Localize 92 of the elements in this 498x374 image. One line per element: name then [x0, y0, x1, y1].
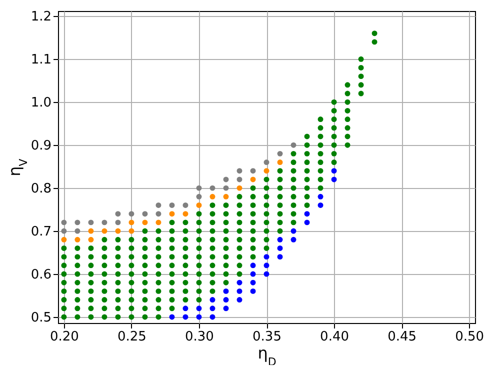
point [210, 306, 216, 312]
y-tick-label: 0.6 [30, 268, 52, 283]
point [88, 236, 94, 242]
y-tick-label: 1.2 [30, 10, 52, 25]
point [182, 211, 188, 217]
point [115, 228, 121, 234]
point [156, 211, 162, 217]
point [250, 262, 256, 268]
point [196, 306, 202, 312]
point [264, 254, 270, 260]
point [277, 245, 283, 251]
point [223, 176, 229, 182]
point [250, 288, 256, 294]
point [128, 211, 134, 217]
point [210, 194, 216, 200]
point [236, 176, 242, 182]
y-tick-label: 1.1 [30, 52, 52, 68]
point [196, 194, 202, 200]
point [74, 236, 80, 242]
point [210, 297, 216, 303]
y-tick-label: 0.9 [30, 138, 52, 154]
point [61, 220, 67, 226]
point [264, 160, 270, 166]
point [223, 306, 229, 312]
point [196, 185, 202, 191]
point [128, 220, 134, 226]
point [223, 297, 229, 303]
x-axis-title: η$_{D}$ [258, 344, 276, 368]
point [88, 220, 94, 226]
point [156, 202, 162, 208]
point [277, 236, 283, 242]
x-tick-label: 0.40 [320, 330, 349, 344]
point [182, 306, 188, 312]
point [196, 202, 202, 208]
point [277, 160, 283, 166]
point [156, 220, 162, 226]
point [290, 142, 296, 148]
point [290, 228, 296, 234]
y-tick-label: 0.7 [30, 224, 52, 240]
x-tick-label: 0.25 [117, 330, 146, 344]
point [236, 185, 242, 191]
point [318, 194, 324, 200]
point [142, 220, 148, 226]
point [115, 211, 121, 217]
point [277, 254, 283, 260]
point [264, 271, 270, 277]
point [169, 202, 175, 208]
point [169, 314, 175, 320]
x-tick-label: 0.35 [252, 330, 282, 344]
point [304, 211, 310, 217]
point [223, 288, 229, 294]
x-tick-label: 0.50 [455, 330, 484, 344]
point [102, 228, 108, 234]
point [142, 211, 148, 217]
point [61, 236, 67, 242]
point [102, 220, 108, 226]
point [331, 176, 337, 182]
point [182, 314, 188, 320]
point [196, 314, 202, 320]
point [88, 228, 94, 234]
point [115, 220, 121, 226]
point [331, 168, 337, 174]
point [74, 228, 80, 234]
point [277, 150, 283, 156]
point [236, 168, 242, 174]
point [318, 202, 324, 208]
point [236, 297, 242, 303]
point [250, 271, 256, 277]
y-tick-label: 0.8 [30, 182, 52, 197]
point [182, 202, 188, 208]
point [210, 185, 216, 191]
point [250, 176, 256, 182]
point [128, 228, 134, 234]
point [264, 262, 270, 268]
point [250, 280, 256, 286]
y-tick-label: 1.0 [30, 96, 52, 111]
point [223, 185, 229, 191]
point [264, 168, 270, 174]
point [250, 168, 256, 174]
point [223, 194, 229, 200]
x-tick-label: 0.20 [50, 330, 79, 344]
y-tick-label: 0.5 [30, 310, 52, 326]
x-tick-label: 0.30 [185, 330, 214, 344]
point [290, 236, 296, 242]
point [236, 288, 242, 294]
point [304, 220, 310, 226]
point [169, 211, 175, 217]
point [61, 228, 67, 234]
point [210, 314, 216, 320]
point [74, 220, 80, 226]
point [236, 280, 242, 286]
x-tick-label: 0.45 [388, 330, 417, 344]
